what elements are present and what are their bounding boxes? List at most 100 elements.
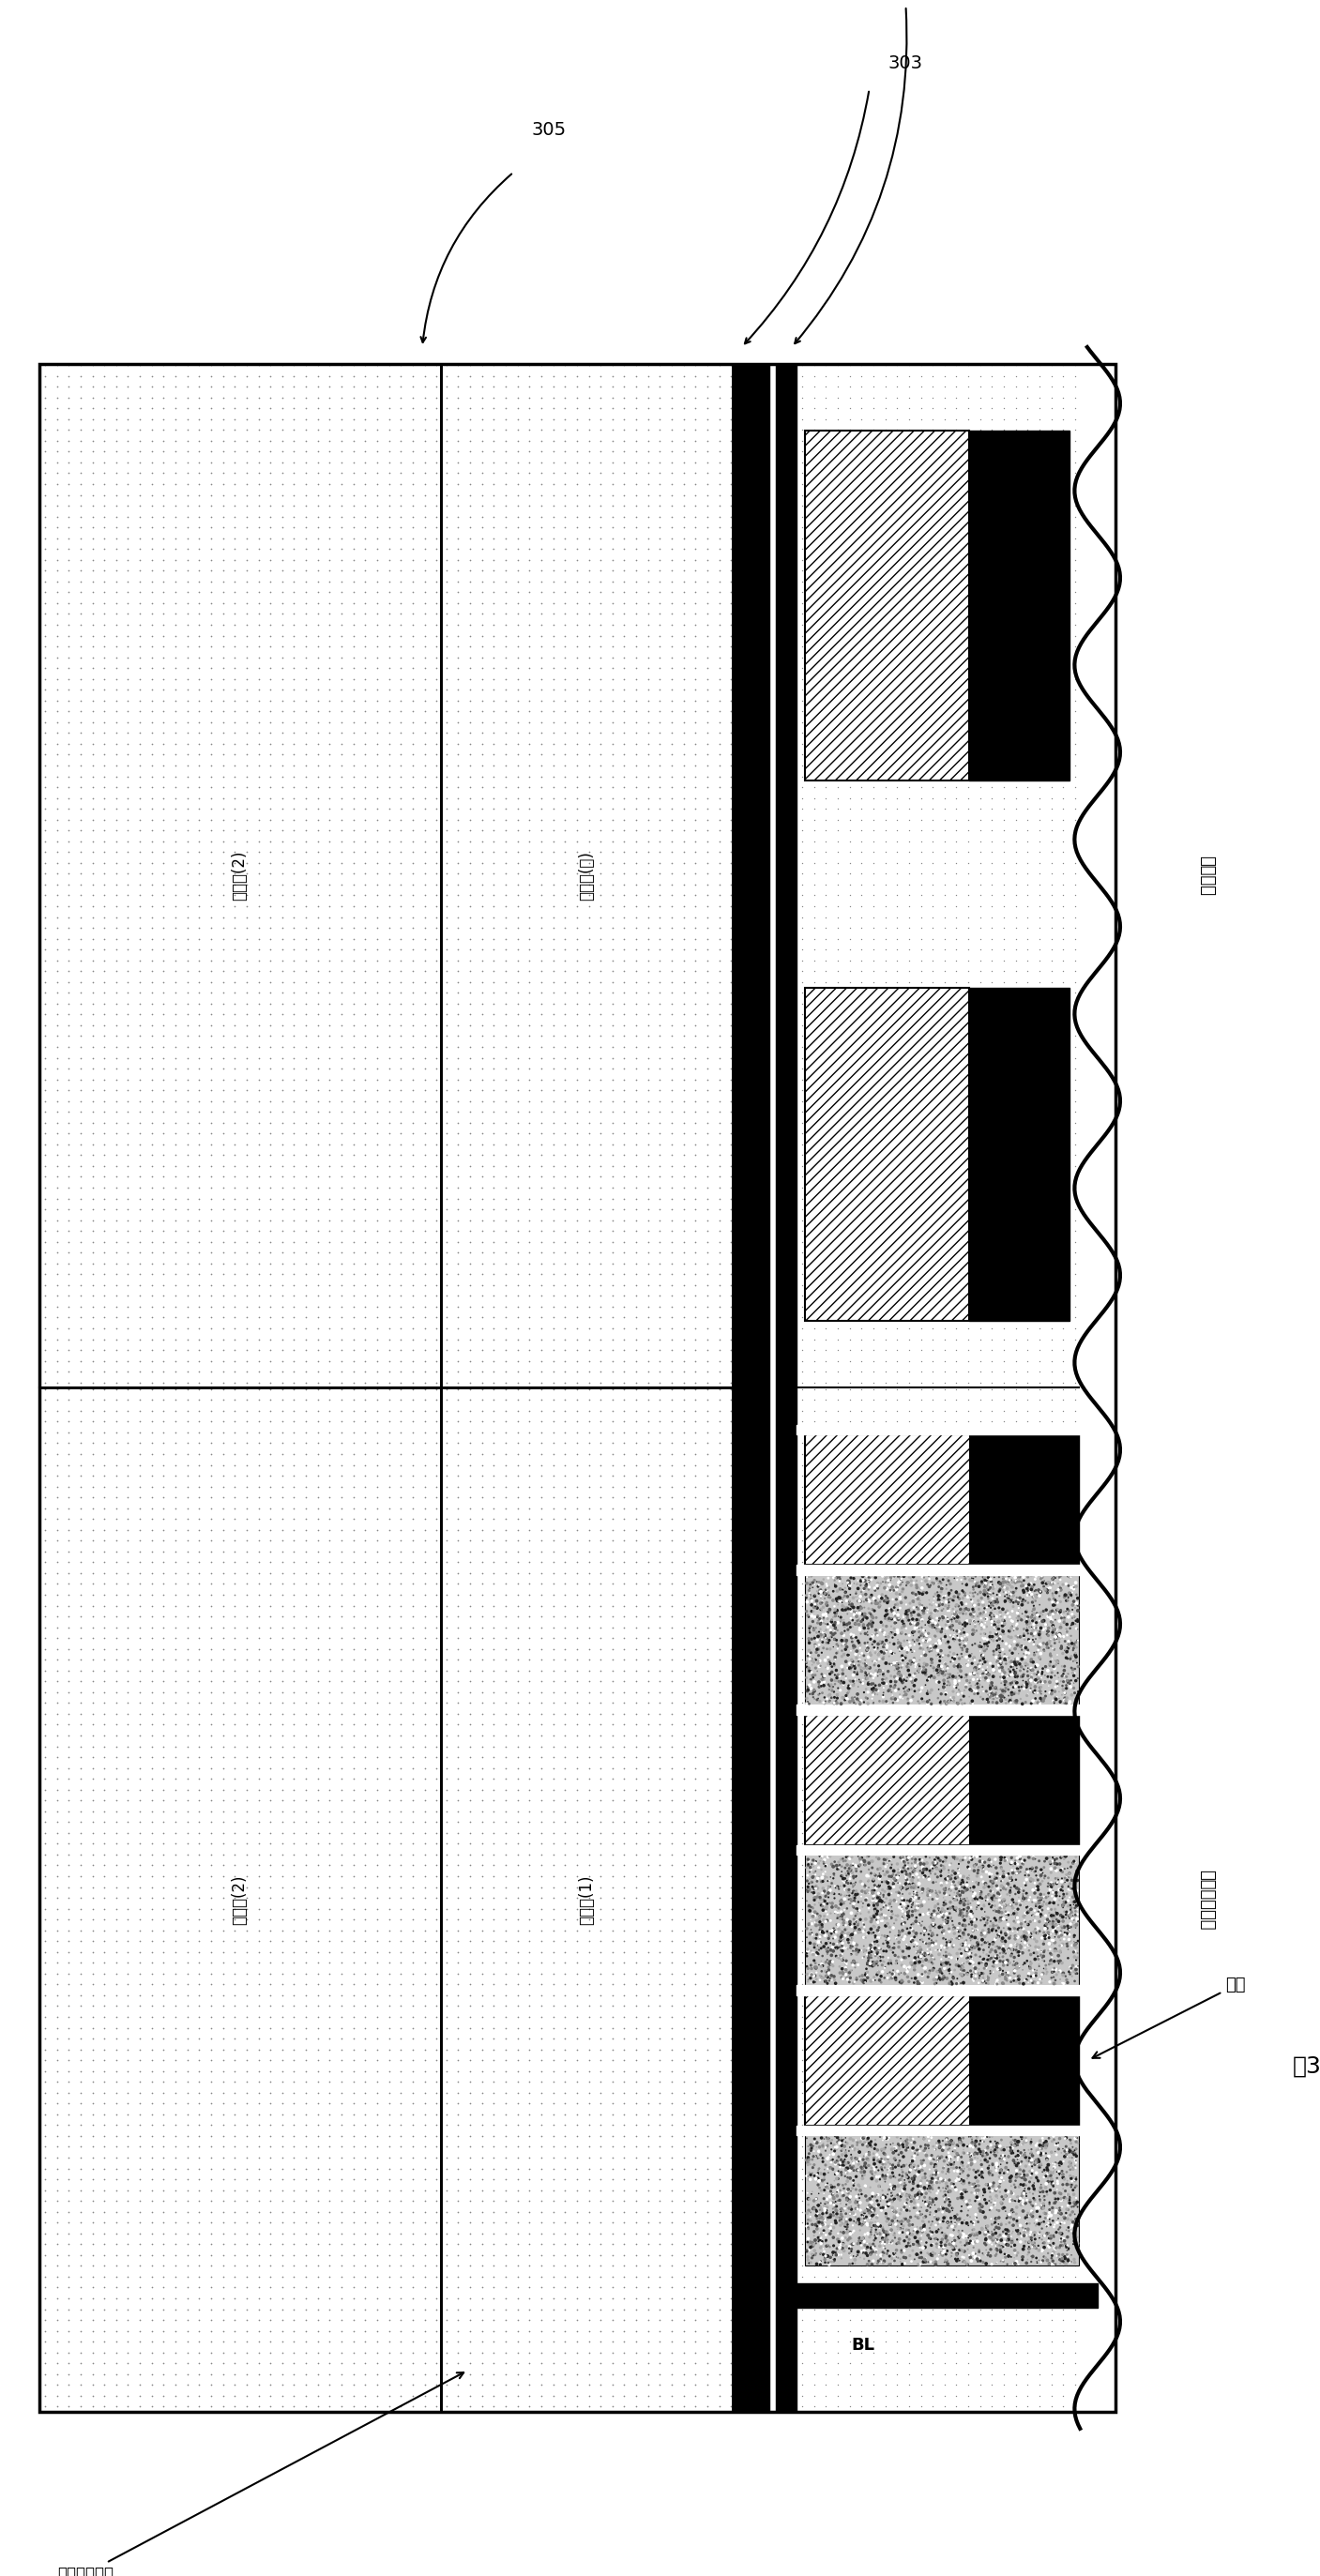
Point (709, 1747, 730, 1788)
Point (414, 410, 436, 451)
Point (602, 582, 623, 623)
Point (355, 1692, 376, 1734)
Point (1006, 1582, 1027, 1623)
Point (816, 1682, 837, 1723)
Point (602, 1553, 623, 1595)
Point (673, 1113, 694, 1154)
Point (1005, 1319, 1026, 1360)
Point (578, 497, 599, 538)
Point (391, 832, 412, 873)
Point (1022, 1610, 1043, 1651)
Point (993, 1569, 1014, 1610)
Point (1019, 1924, 1040, 1965)
Point (874, 2146, 895, 2187)
Point (828, 896, 849, 938)
Point (331, 420, 352, 461)
Point (236, 1329, 257, 1370)
Point (890, 1643, 911, 1685)
Point (993, 1589, 1014, 1631)
Point (829, 1935, 850, 1976)
Point (923, 1455, 944, 1497)
Point (141, 1038, 162, 1079)
Point (391, 853, 412, 894)
Point (832, 1625, 853, 1667)
Point (343, 1844, 364, 1886)
Point (106, 1662, 127, 1703)
Point (566, 1391, 587, 1432)
Point (248, 1350, 269, 1391)
Point (566, 734, 587, 775)
Point (426, 399, 447, 440)
Point (1028, 1368, 1049, 1409)
Point (946, 714, 968, 755)
Point (1016, 1664, 1038, 1705)
Point (343, 961, 364, 1002)
Point (284, 2007, 305, 2048)
Point (792, 2202, 813, 2244)
Point (459, 474, 480, 515)
Point (284, 1499, 305, 1540)
Point (189, 1211, 210, 1252)
Point (284, 1350, 305, 1391)
Point (531, 1736, 552, 1777)
Point (896, 2123, 917, 2164)
Point (355, 788, 376, 829)
Point (319, 1188, 341, 1229)
Point (1018, 1837, 1039, 1878)
Point (1043, 2148, 1064, 2190)
Point (972, 1667, 993, 1708)
Point (792, 626, 813, 667)
Point (1067, 1600, 1088, 1641)
Point (894, 2169, 915, 2210)
Point (1040, 389, 1061, 430)
Point (471, 2385, 492, 2427)
Point (836, 2143, 857, 2184)
Point (367, 1401, 388, 1443)
Point (507, 1157, 528, 1198)
Point (697, 1038, 718, 1079)
Point (829, 1656, 850, 1698)
Point (911, 1705, 932, 1747)
Point (799, 1569, 820, 1610)
Point (414, 1662, 436, 1703)
Point (1052, 1445, 1073, 1486)
Point (495, 1976, 516, 2017)
Point (833, 1589, 854, 1631)
Point (1005, 1945, 1026, 1986)
Point (816, 1909, 837, 1950)
Point (224, 2125, 246, 2166)
Point (993, 930, 1014, 971)
Point (935, 2179, 956, 2221)
Point (531, 1649, 552, 1690)
Point (284, 1363, 305, 1404)
Point (873, 1940, 894, 1981)
Point (900, 1628, 921, 1669)
Point (260, 1996, 281, 2038)
Point (471, 1103, 492, 1144)
Point (902, 1878, 923, 1919)
Point (822, 1857, 843, 1899)
Point (929, 1623, 950, 1664)
Point (1020, 2195, 1041, 2236)
Point (248, 592, 269, 634)
Point (1022, 1860, 1043, 1901)
Point (117, 799, 139, 840)
Point (993, 1584, 1014, 1625)
Point (851, 1025, 873, 1066)
Point (1052, 1275, 1073, 1316)
Point (626, 876, 647, 917)
Point (998, 1664, 1019, 1705)
Point (661, 1942, 682, 1984)
Point (970, 1378, 991, 1419)
Point (863, 1275, 884, 1316)
Point (626, 1157, 647, 1198)
Point (602, 1092, 623, 1133)
Point (260, 951, 281, 992)
Point (495, 1672, 516, 1713)
Point (106, 1265, 127, 1306)
Point (809, 1878, 830, 1919)
Point (46, 1231, 67, 1273)
Point (1060, 1919, 1081, 1960)
Point (284, 1231, 305, 1273)
Point (319, 430, 341, 471)
